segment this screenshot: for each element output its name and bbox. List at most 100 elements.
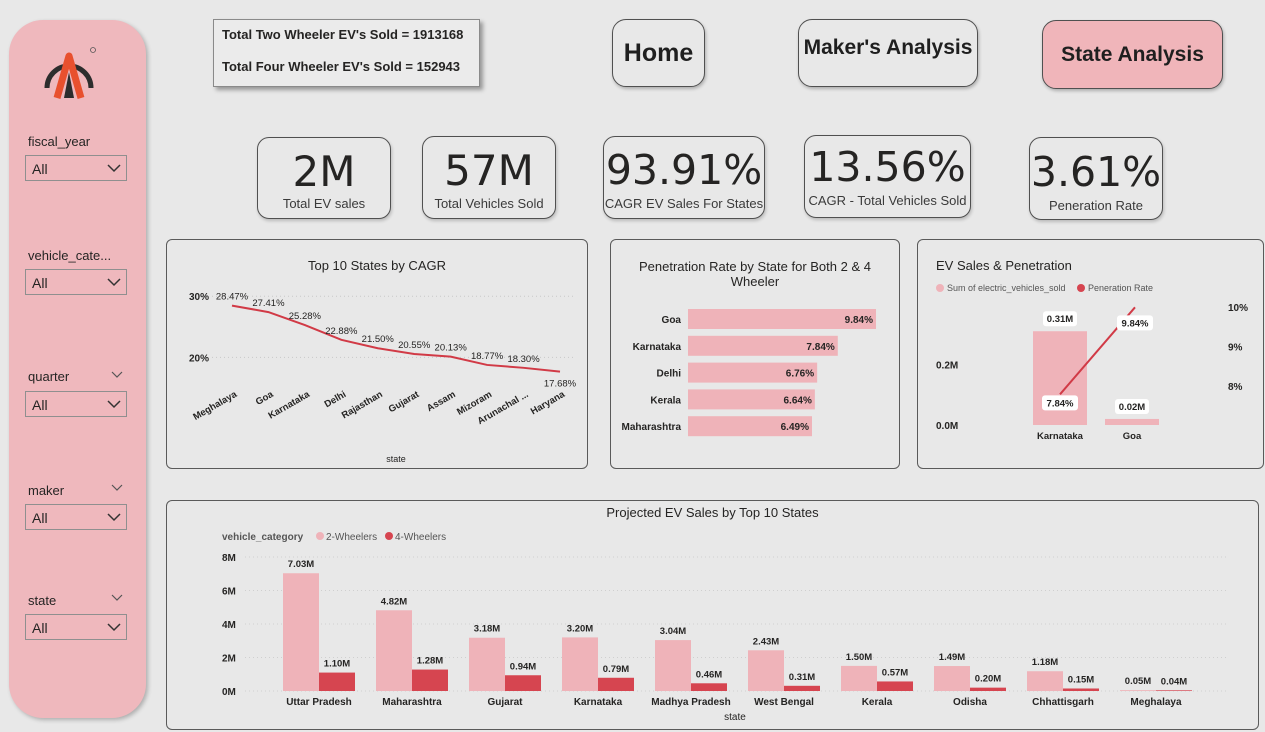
collapse-chevron-icon[interactable] xyxy=(111,593,123,603)
legend-label: Peneration Rate xyxy=(1088,283,1153,293)
legend-marker xyxy=(316,532,324,540)
x-tick-label: Uttar Pradesh xyxy=(286,697,352,708)
x-tick-label: Karnataka xyxy=(1037,431,1084,442)
data-label: 7.84% xyxy=(1047,398,1074,409)
legend-label: 4-Wheelers xyxy=(395,532,446,543)
data-label: 0.15M xyxy=(1068,674,1094,685)
bar xyxy=(688,309,876,329)
data-label: 9.84% xyxy=(1122,318,1149,329)
legend-marker xyxy=(385,532,393,540)
chart-title: Penetration Rate by State for Both 2 & 4… xyxy=(639,259,871,289)
kpi-cagr-total-vehicles: 13.56% CAGR - Total Vehicles Sold xyxy=(804,135,971,218)
bar xyxy=(412,669,448,691)
y-tick-label: 0M xyxy=(222,687,236,698)
x-tick-label: West Bengal xyxy=(754,697,814,708)
x-tick-label: Assam xyxy=(425,389,457,414)
bar xyxy=(1063,688,1099,691)
home-button[interactable]: Home xyxy=(612,19,705,87)
kpi-label: Total Vehicles Sold xyxy=(434,196,544,211)
x-tick-label: Haryana xyxy=(529,389,568,418)
legend-label: Sum of electric_vehicles_sold xyxy=(947,283,1066,293)
x-tick-label: Meghalaya xyxy=(1130,697,1182,708)
x-tick-label: Madhya Pradesh xyxy=(651,697,730,708)
y-tick-label: Delhi xyxy=(657,369,682,380)
kpi-value: 2M xyxy=(292,147,356,196)
kpi-value: 3.61% xyxy=(1030,148,1162,196)
chevron-down-icon xyxy=(107,164,121,173)
fiscal-year-dropdown[interactable]: All xyxy=(25,155,127,181)
data-label: 0.79M xyxy=(603,664,629,675)
data-label: 0.02M xyxy=(1119,402,1145,413)
vehicle-category-dropdown[interactable]: All xyxy=(25,269,127,295)
bar xyxy=(1033,331,1087,425)
x-tick-label: Goa xyxy=(1123,431,1142,442)
y-tick-label: 30% xyxy=(189,292,209,303)
data-label: 27.41% xyxy=(252,298,285,309)
slicer-label-fiscal-year: fiscal_year xyxy=(28,134,91,149)
x-tick-label: Meghalaya xyxy=(191,389,239,423)
kpi-value: 13.56% xyxy=(809,143,966,191)
state-dropdown[interactable]: All xyxy=(25,614,127,640)
y-tick-label: 8% xyxy=(1228,382,1243,393)
bar xyxy=(877,681,913,691)
data-label: 0.31M xyxy=(1047,314,1073,325)
data-label: 1.28M xyxy=(417,656,443,667)
kpi-label: CAGR - Total Vehicles Sold xyxy=(808,193,967,208)
x-tick-label: Karnataka xyxy=(266,389,312,422)
cagr-line-chart-panel: Top 10 States by CAGR 30% 20% 28.47% Meghal… xyxy=(166,239,588,469)
legend-label: 2-Wheelers xyxy=(326,532,377,543)
chart-title: Top 10 States by CAGR xyxy=(307,258,446,273)
data-label: 1.49M xyxy=(939,652,965,663)
data-label: 0.57M xyxy=(882,667,908,678)
y-tick-label: 8M xyxy=(222,553,236,564)
data-label: 1.18M xyxy=(1032,657,1058,668)
state-analysis-button[interactable]: State Analysis xyxy=(1042,20,1223,89)
data-label: 3.20M xyxy=(567,623,593,634)
data-label: 6.49% xyxy=(781,422,809,433)
bar xyxy=(469,637,505,691)
totals-card: Total Two Wheeler EV's Sold = 1913168 To… xyxy=(213,19,480,87)
collapse-chevron-icon[interactable] xyxy=(111,370,123,380)
bar xyxy=(688,335,838,356)
projected-sales-chart: vehicle_category 2-Wheelers 4-Wheelers 8M 6M… xyxy=(222,532,1227,723)
quarter-dropdown[interactable]: All xyxy=(25,391,127,417)
bar xyxy=(970,687,1006,691)
data-label: 2.43M xyxy=(753,636,779,647)
bar xyxy=(376,610,412,691)
slicer-label-maker: maker xyxy=(28,483,65,498)
slicer-label-vehicle-category: vehicle_cate... xyxy=(28,248,112,263)
data-label: 0.46M xyxy=(696,669,722,680)
bar xyxy=(655,640,691,691)
penetration-bar-chart: Goa 9.84% Karnataka 7.84% Delhi 6.76% Kerala 6.… xyxy=(622,309,876,437)
x-tick-label: Gujarat xyxy=(387,389,422,416)
maker-dropdown[interactable]: All xyxy=(25,504,127,530)
x-tick-label: Karnataka xyxy=(574,697,623,708)
kpi-penetration-rate: 3.61% Peneration Rate xyxy=(1029,137,1163,220)
data-label: 6.64% xyxy=(784,395,812,406)
logo-icon xyxy=(44,47,96,99)
filter-sidebar: fiscal_year All vehicle_cate... All quar… xyxy=(9,20,146,718)
makers-analysis-button[interactable]: Maker's Analysis xyxy=(798,19,978,87)
data-label-background xyxy=(1117,315,1153,331)
kpi-total-vehicles-sold: 57M Total Vehicles Sold xyxy=(422,136,556,219)
x-tick-label: Kerala xyxy=(862,697,893,708)
collapse-chevron-icon[interactable] xyxy=(111,483,123,493)
data-label-background xyxy=(1115,398,1149,414)
x-tick-label: Maharashtra xyxy=(382,697,442,708)
slicer-label-state: state xyxy=(28,593,57,608)
y-tick-label: Karnataka xyxy=(633,342,682,353)
ev-sales-penetration-chart: Sum of electric_vehicles_sold Peneration … xyxy=(936,283,1248,442)
x-tick-label: Gujarat xyxy=(487,697,523,708)
bar xyxy=(688,389,815,410)
projected-sales-panel: Projected EV Sales by Top 10 States vehi… xyxy=(166,500,1259,730)
data-label: 6.76% xyxy=(786,369,814,380)
y-tick-label: 4M xyxy=(222,620,236,631)
penetration-bar-chart-panel: Penetration Rate by State for Both 2 & 4… xyxy=(610,239,900,469)
kpi-value: 57M xyxy=(444,146,534,195)
y-tick-label: 0.0M xyxy=(936,421,958,432)
data-label: 0.20M xyxy=(975,674,1001,685)
x-tick-label: Chhattisgarh xyxy=(1032,697,1094,708)
chart-title: Projected EV Sales by Top 10 States xyxy=(606,505,819,520)
x-tick-label: Odisha xyxy=(953,697,987,708)
x-axis-label: state xyxy=(724,712,746,723)
